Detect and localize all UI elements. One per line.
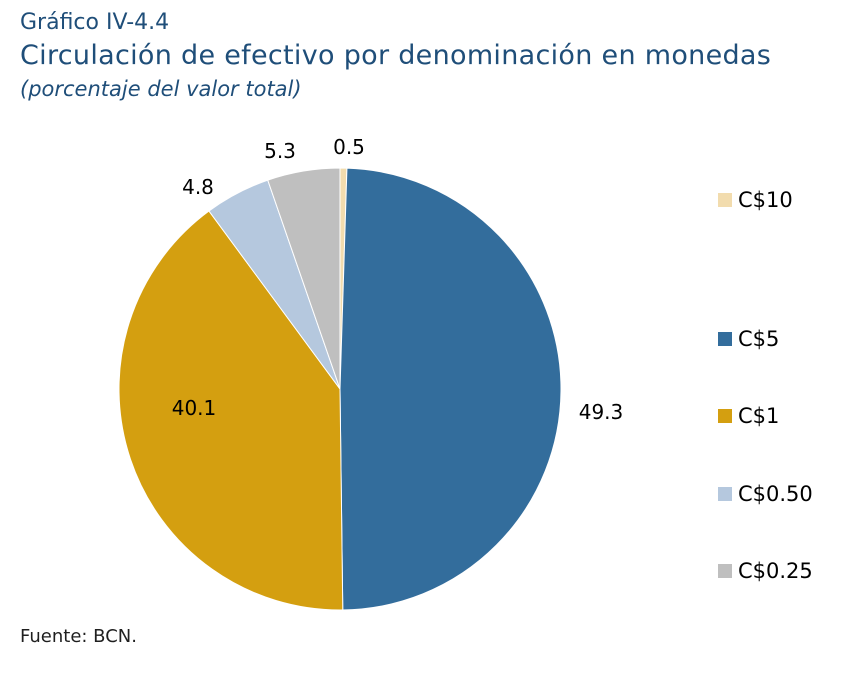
legend-label: C$5 (738, 326, 780, 351)
legend-label: C$10 (738, 188, 793, 212)
chart-legend: C$10 C$5 C$1 C$0.50 C$0.25 (718, 161, 813, 610)
data-label-c050: 4.8 (182, 175, 214, 199)
data-label-c1: 40.1 (172, 396, 217, 420)
data-label-c025: 5.3 (264, 139, 296, 163)
chart-source: Fuente: BCN. (20, 626, 137, 647)
pie-slice-c5 (339, 167, 562, 611)
legend-label: C$0.25 (738, 559, 813, 583)
legend-swatch (718, 564, 732, 578)
data-label-c10: 0.5 (333, 135, 365, 159)
legend-swatch (718, 409, 732, 423)
legend-item-c10: C$10 (718, 161, 813, 239)
pie-slice-c025 (267, 167, 341, 390)
legend-swatch (718, 193, 732, 207)
pie-slice-c1 (118, 210, 344, 611)
chart-header: Gráfico IV-4.4 Circulación de efectivo p… (20, 8, 771, 104)
legend-swatch (718, 486, 732, 501)
data-label-c5: 49.3 (579, 400, 624, 424)
legend-item-c1: C$1 (718, 377, 813, 455)
legend-item-c5: C$5 (718, 300, 813, 378)
legend-swatch (718, 331, 732, 346)
chart-title: Circulación de efectivo por denominación… (20, 40, 772, 71)
chart-number: Gráfico IV-4.4 (20, 10, 170, 35)
chart-subtitle: (porcentaje del valor total) (20, 77, 302, 101)
legend-item-c050: C$0.50 (718, 455, 813, 533)
legend-item-c025: C$0.25 (718, 532, 813, 610)
legend-label: C$0.50 (738, 481, 813, 506)
legend-label: C$1 (738, 404, 780, 428)
